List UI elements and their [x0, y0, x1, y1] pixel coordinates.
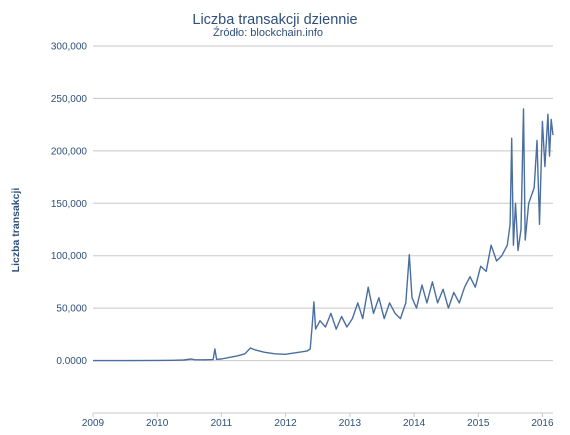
x-tick-label: 2016 [531, 418, 554, 429]
y-tick-label: 50,000 [56, 304, 87, 315]
y-tick-label: 100,000 [51, 251, 88, 262]
x-tick-label: 2013 [339, 418, 362, 429]
x-tick-labels: 2009 2010 2011 2012 2013 2014 2015 2016 [82, 413, 554, 429]
x-tick-label: 2009 [82, 418, 105, 429]
y-tick-label: 300,000 [51, 42, 88, 53]
y-tick-label: 200,000 [51, 146, 88, 157]
y-tick-label: 150,000 [51, 199, 88, 210]
x-tick-label: 2014 [403, 418, 426, 429]
x-tick-label: 2010 [146, 418, 169, 429]
x-tick-label: 2015 [467, 418, 490, 429]
y-tick-label: 0.0000 [56, 356, 87, 367]
x-tick-label: 2011 [211, 418, 233, 429]
series-layer [93, 108, 554, 362]
x-tick-label: 2012 [274, 418, 297, 429]
series-line-0 [93, 108, 554, 362]
y-tick-labels: 0.0000 50,000 100,000 150,000 200,000 250,000… [51, 42, 88, 368]
chart-subtitle: Źródło: blockchain.info [213, 26, 323, 39]
grid-lines [93, 45, 553, 414]
y-axis-label: Liczba transakcji [10, 188, 22, 273]
y-tick-label: 250,000 [51, 94, 88, 105]
chart-title: Liczba transakcji dziennie [192, 12, 357, 28]
